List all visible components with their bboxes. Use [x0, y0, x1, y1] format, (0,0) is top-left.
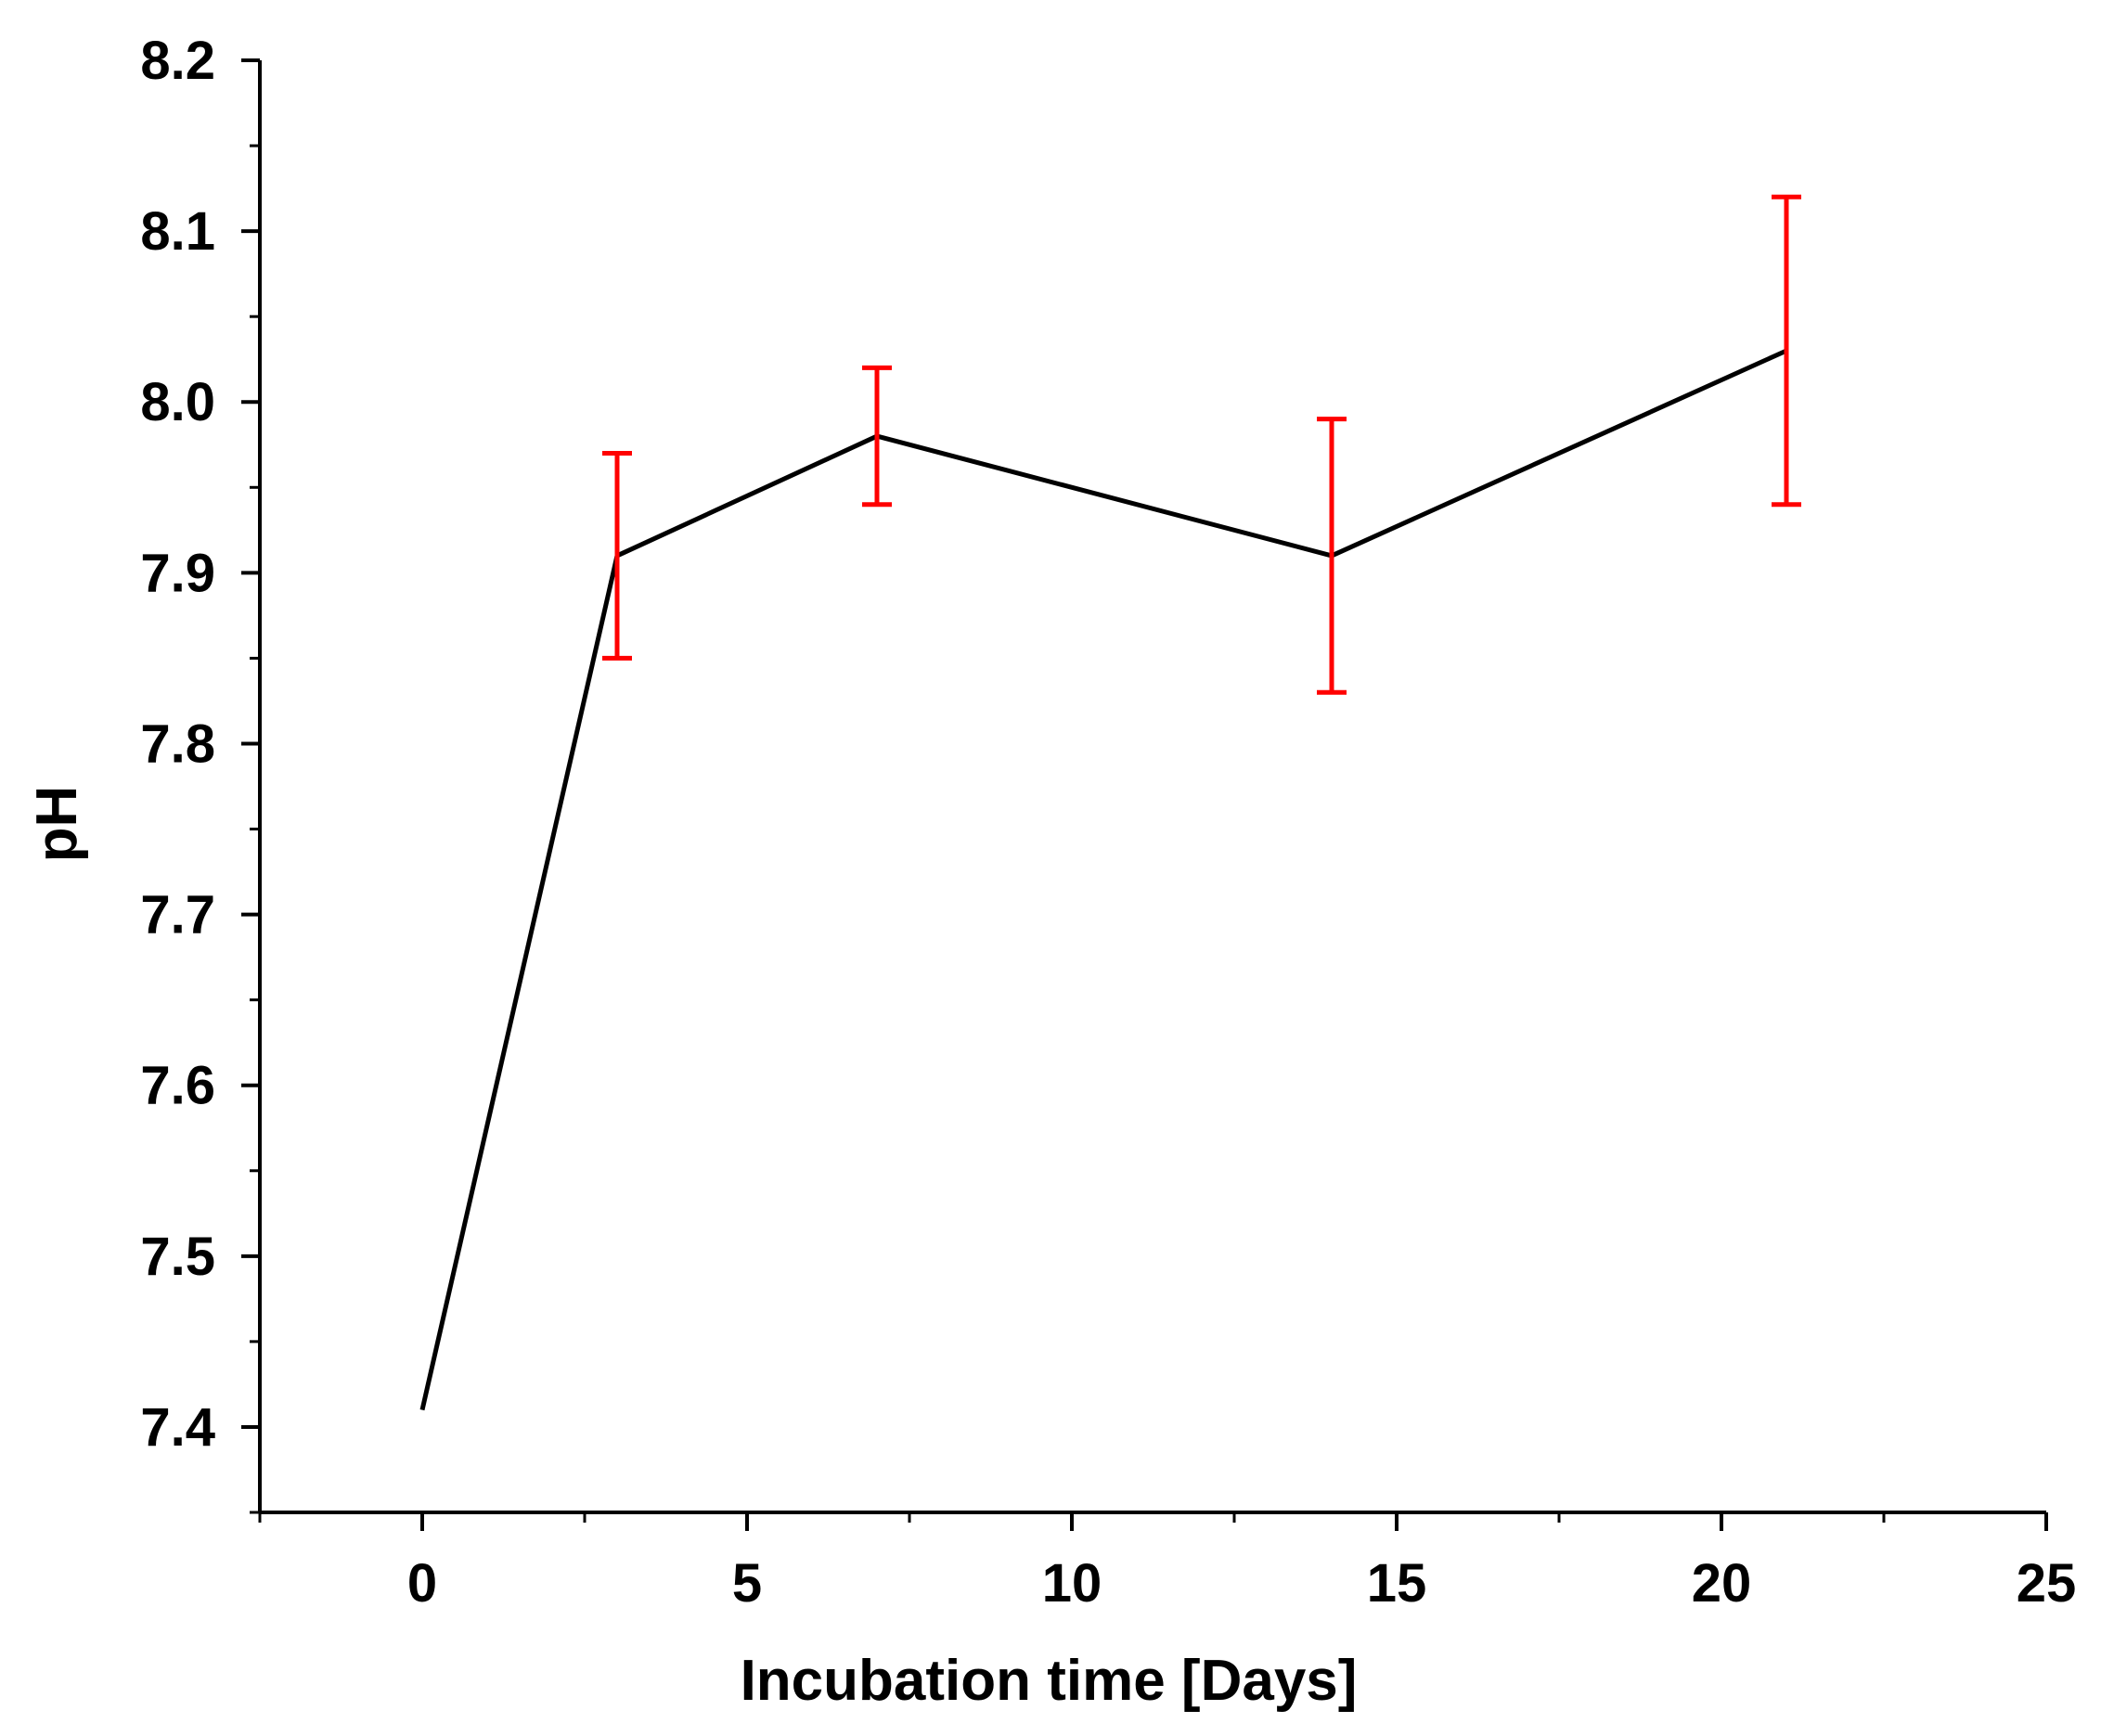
series [419, 348, 1788, 1411]
error-bars [602, 194, 1801, 695]
y-axis-title: pH [25, 786, 89, 863]
error-bar [862, 365, 892, 508]
y-tick-label: 7.9 [140, 543, 215, 603]
y-tick-label: 7.7 [140, 885, 215, 945]
error-bar [602, 450, 632, 661]
y-tick-label: 7.6 [140, 1056, 215, 1116]
axes [258, 60, 2046, 1514]
x-tick-label: 10 [1042, 1553, 1102, 1614]
y-tick-label: 7.5 [140, 1227, 215, 1287]
x-axis-title: Incubation time [Days] [741, 1649, 1358, 1713]
y-tick-label: 8.1 [140, 201, 215, 262]
series-line [419, 348, 1788, 1411]
y-tick-label: 7.4 [140, 1397, 215, 1458]
y-tick-label: 8.0 [140, 372, 215, 432]
x-tick-label: 5 [732, 1553, 762, 1614]
ticks: 7.4 7.5 7.6 7.7 7.8 7.9 8.0 8.1 8.2 0 5 10 15 20 25 [140, 31, 2076, 1614]
error-bar [1772, 194, 1801, 508]
x-tick-label: 15 [1367, 1553, 1427, 1614]
y-tick-label: 7.8 [140, 714, 215, 774]
x-tick-label: 25 [2017, 1553, 2077, 1614]
x-tick-label: 20 [1692, 1553, 1752, 1614]
error-bar [1317, 417, 1347, 695]
x-tick-label: 0 [407, 1553, 437, 1614]
y-tick-label: 8.2 [140, 31, 215, 91]
